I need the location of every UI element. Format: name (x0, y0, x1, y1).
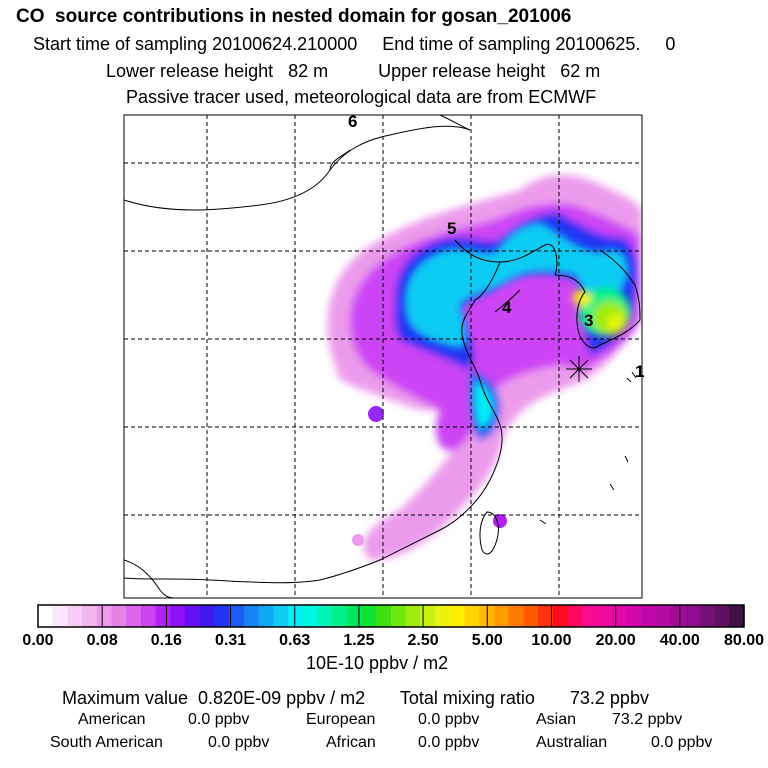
colorbar-cell (199, 605, 216, 627)
map-label-3: 3 (584, 311, 593, 330)
plot-title: CO source contributions in nested domain… (16, 6, 572, 27)
colorbar-cell (567, 605, 583, 627)
colorbar-cell (464, 605, 480, 627)
colorbar-cell (729, 605, 745, 627)
colorbar-cell (111, 605, 127, 627)
colorbar-ticks (101, 605, 681, 627)
colorbar-cell (67, 605, 83, 627)
colorbar-cell (82, 605, 98, 627)
map-label-1: 1 (635, 362, 644, 381)
receptor-marker-icon (566, 356, 592, 382)
max-and-total: Maximum value 0.820E-09 ppbv / m2 Total … (62, 688, 649, 708)
colorbar-cell (538, 605, 554, 627)
colorbar-cell (670, 605, 686, 627)
colorbar-cell (655, 605, 672, 627)
colorbar-cell (155, 605, 171, 627)
coastlines (124, 115, 641, 598)
colorbar-tick-label: 40.00 (660, 632, 700, 649)
colorbar-cell (508, 605, 524, 627)
region-value: 73.2 ppbv (612, 711, 683, 728)
colorbar-cell (96, 605, 113, 627)
colorbar-cell (596, 605, 613, 627)
region-name: Asian (536, 711, 577, 728)
colorbar-tick-label: 0.16 (151, 632, 182, 649)
colorbar-cell (185, 605, 201, 627)
map-frame (123, 114, 643, 599)
colorbar-cell (38, 605, 54, 627)
region-name: American (78, 711, 146, 728)
concentration-field (327, 174, 642, 560)
colorbar-cell (582, 605, 598, 627)
release-heights: Lower release height 82 m Upper release … (106, 61, 600, 82)
end-time: End time of sampling 20100625. 0 (382, 34, 676, 54)
colorbar-cell (714, 605, 730, 627)
region-name: European (306, 711, 376, 728)
colorbar-cell (361, 605, 377, 627)
colorbar: 0.00 0.08 0.16 0.31 0.63 1.25 2.50 5.00 10.00 20.… (22, 604, 764, 649)
colorbar-cell (332, 605, 348, 627)
colorbar-cell (170, 605, 186, 627)
region-value: 0.0 ppbv (651, 734, 713, 751)
upper-release-height: Upper release height 62 m (378, 61, 601, 81)
colorbar-tick-label: 2.50 (408, 632, 439, 649)
colorbar-tick-label: 0.00 (22, 632, 53, 649)
lower-release-height: Lower release height 82 m (106, 61, 329, 81)
region-name: Australian (536, 734, 608, 751)
colorbar-tick-label: 0.08 (87, 632, 118, 649)
colorbar-frame (37, 604, 745, 628)
colorbar-cell (258, 605, 274, 627)
map-label-6: 6 (348, 112, 357, 131)
colorbar-cell (405, 605, 422, 627)
colorbar-cell (552, 605, 569, 627)
colorbar-tick-label: 0.63 (279, 632, 310, 649)
colorbar-cell (641, 605, 657, 627)
region-value: 0.0 ppbv (188, 711, 250, 728)
map-label-5: 5 (447, 219, 456, 238)
colorbar-labels: 0.00 0.08 0.16 0.31 0.63 1.25 2.50 5.00 10.00 20.… (22, 632, 764, 649)
colorbar-tick-label: 1.25 (343, 632, 374, 649)
map-label-4: 4 (502, 298, 512, 317)
colorbar-cell (449, 605, 466, 627)
colorbar-tick-label: 80.00 (724, 632, 764, 649)
concentration-map: 6 5 4 3 1 (123, 112, 644, 599)
start-time: Start time of sampling 20100624.210000 (33, 34, 358, 54)
colorbar-cell (302, 605, 319, 627)
colorbar-tick-label: 5.00 (472, 632, 503, 649)
colorbar-tick-label: 10.00 (531, 632, 571, 649)
colorbar-cell (346, 605, 363, 627)
colorbar-cell (273, 605, 289, 627)
colorbar-cell (435, 605, 451, 627)
colorbar-unit: 10E-10 ppbv / m2 (306, 653, 449, 673)
colorbar-tick-label: 20.00 (596, 632, 636, 649)
colorbar-tick-label: 0.31 (215, 632, 246, 649)
sampling-times: Start time of sampling 20100624.210000 E… (33, 34, 675, 55)
region-value: 0.0 ppbv (418, 711, 480, 728)
grid-lines (124, 115, 642, 598)
region-name: South American (50, 734, 163, 751)
colorbar-cell (126, 605, 142, 627)
colorbar-cell (214, 605, 230, 627)
colorbar-cell (52, 605, 69, 627)
colorbar-cell (376, 605, 392, 627)
colorbar-cell (288, 605, 304, 627)
region-value: 0.0 ppbv (418, 734, 480, 751)
colorbar-cell (685, 605, 701, 627)
colorbar-cell (523, 605, 539, 627)
colorbar-cells (38, 605, 745, 627)
colorbar-cell (611, 605, 627, 627)
colorbar-cell (493, 605, 510, 627)
region-name: African (326, 734, 376, 751)
colorbar-cell (317, 605, 333, 627)
colorbar-cell (243, 605, 260, 627)
tracer-note: Passive tracer used, meteorological data… (126, 87, 597, 107)
colorbar-cell (391, 605, 407, 627)
colorbar-cell (420, 605, 436, 627)
region-value: 0.0 ppbv (208, 734, 270, 751)
colorbar-cell (229, 605, 245, 627)
colorbar-cell (699, 605, 716, 627)
colorbar-cell (626, 605, 642, 627)
colorbar-cell (140, 605, 157, 627)
